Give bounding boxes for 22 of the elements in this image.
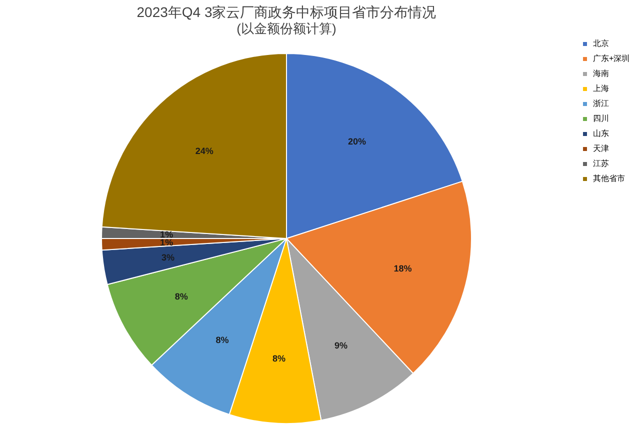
legend-label: 海南 bbox=[593, 69, 609, 78]
legend-label: 北京 bbox=[593, 39, 609, 48]
chart-title: 2023年Q4 3家云厂商政务中标项目省市分布情况 bbox=[136, 4, 436, 20]
data-label: 18% bbox=[394, 263, 412, 274]
legend-label: 江苏 bbox=[593, 159, 609, 168]
legend-label: 浙江 bbox=[593, 99, 609, 108]
data-label: 3% bbox=[161, 252, 174, 262]
data-label: 1% bbox=[160, 237, 174, 248]
legend-label: 四川 bbox=[593, 114, 609, 123]
data-label: 8% bbox=[272, 353, 286, 364]
data-label: 9% bbox=[334, 340, 348, 350]
legend-label: 上海 bbox=[593, 84, 609, 93]
chart-subtitle: (以金额份额计算) bbox=[236, 21, 336, 36]
legend-label: 山东 bbox=[593, 129, 609, 138]
data-label: 8% bbox=[174, 291, 188, 302]
legend-label: 其他省市 bbox=[593, 174, 625, 183]
data-label: 24% bbox=[195, 146, 214, 156]
data-label: 20% bbox=[348, 136, 366, 146]
legend-label: 广东+深圳 bbox=[593, 54, 630, 63]
data-label: 1% bbox=[160, 230, 174, 240]
legend-label: 天津 bbox=[593, 144, 609, 153]
data-label: 8% bbox=[216, 334, 229, 345]
